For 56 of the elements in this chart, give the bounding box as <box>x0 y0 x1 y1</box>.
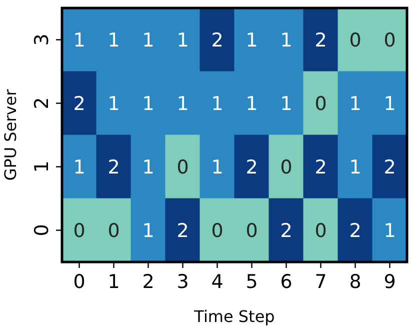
data-label: 1 <box>108 92 120 115</box>
x-tick-label: 3 <box>176 271 189 293</box>
x-tick-label: 9 <box>384 271 396 293</box>
data-label: 0 <box>314 220 327 242</box>
y-axis-title: GPU Server <box>1 88 20 181</box>
data-label: 2 <box>176 220 189 242</box>
data-label: 1 <box>349 92 362 115</box>
data-label: 0 <box>246 220 258 242</box>
data-label: 2 <box>384 156 396 178</box>
data-label: 1 <box>246 92 258 115</box>
data-label: 1 <box>142 92 154 115</box>
y-tick-label: 1 <box>31 160 53 173</box>
data-label: 0 <box>384 29 396 52</box>
data-label: 2 <box>108 156 120 178</box>
x-tick-label: 0 <box>73 271 86 293</box>
y-tick-label: 2 <box>31 97 53 110</box>
x-tick-label: 4 <box>211 271 224 293</box>
data-label: 2 <box>73 92 86 115</box>
y-tick-label: 3 <box>31 34 53 46</box>
data-label: 1 <box>73 29 86 52</box>
data-label: 2 <box>211 29 224 52</box>
x-axis-title: Time Step <box>193 307 275 326</box>
data-label: 1 <box>142 220 154 242</box>
y-tick-label: 0 <box>31 224 53 236</box>
data-label: 2 <box>314 29 327 52</box>
data-label: 2 <box>314 156 327 178</box>
data-label: 1 <box>280 29 292 52</box>
data-label: 1 <box>142 29 154 52</box>
x-tick-label: 7 <box>314 271 327 293</box>
data-label: 1 <box>349 156 362 178</box>
data-label: 0 <box>314 92 327 115</box>
data-label: 1 <box>176 92 189 115</box>
data-label: 0 <box>73 220 86 242</box>
data-label: 2 <box>280 220 292 242</box>
data-label: 0 <box>349 29 362 52</box>
data-label: 2 <box>349 220 362 242</box>
data-label: 1 <box>211 156 224 178</box>
data-label: 1 <box>384 92 396 115</box>
data-label: 1 <box>108 29 120 52</box>
data-label: 0 <box>176 156 189 178</box>
x-tick-label: 1 <box>108 271 120 293</box>
data-label: 1 <box>73 156 86 178</box>
x-tick-label: 6 <box>280 271 292 293</box>
data-label: 2 <box>246 156 258 178</box>
data-label: 1 <box>280 92 292 115</box>
data-label: 1 <box>142 156 154 178</box>
data-label: 0 <box>280 156 292 178</box>
data-label: 0 <box>211 220 224 242</box>
data-label: 1 <box>384 220 396 242</box>
data-label: 0 <box>108 220 120 242</box>
x-tick-label: 2 <box>142 271 154 293</box>
data-label: 1 <box>176 29 189 52</box>
data-label: 1 <box>211 92 224 115</box>
x-tick-label: 5 <box>246 271 258 293</box>
x-tick-label: 8 <box>349 271 362 293</box>
data-label: 1 <box>246 29 258 52</box>
